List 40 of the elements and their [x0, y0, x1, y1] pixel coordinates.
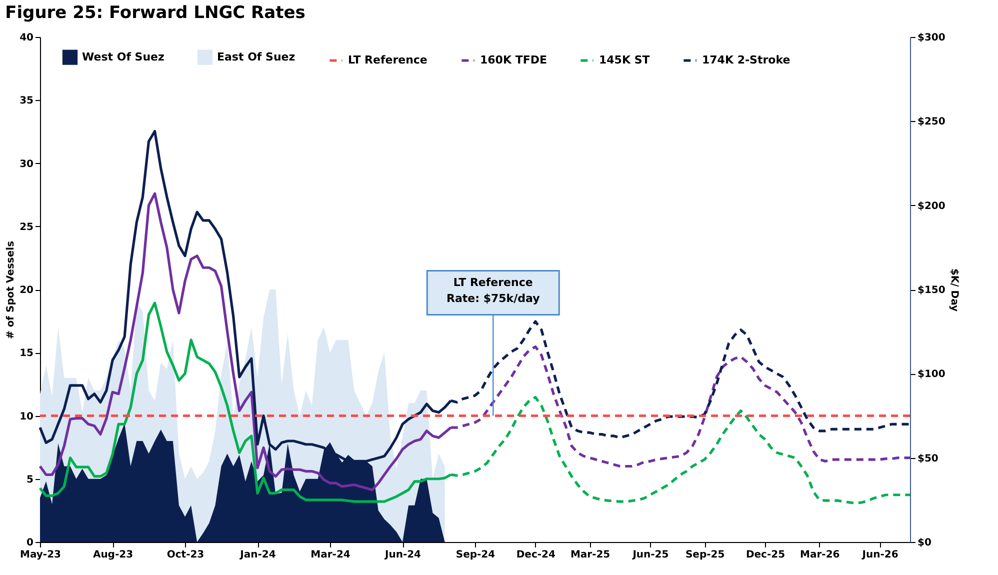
y-tick-label: 35 [20, 96, 34, 107]
y-axis-title: # of Spot Vessels [6, 240, 17, 340]
x-tick-label: Dec-24 [516, 550, 556, 560]
y2-tick-label: $200 [918, 200, 946, 212]
y2-tick-label: $100 [918, 369, 946, 380]
y-tick-label: 30 [20, 158, 34, 170]
y-tick-label: 20 [20, 285, 34, 296]
legend-label: East Of Suez [217, 50, 296, 64]
y-tick-label: 15 [20, 348, 34, 360]
y2-axis-title: $K/ Day [948, 268, 960, 312]
y-tick-label: 0 [26, 538, 34, 548]
legend-label: LT Reference [348, 54, 428, 66]
legend-label: 160K TFDE [480, 54, 547, 66]
x-tick-label: Jan-24 [239, 550, 276, 560]
annotation: LT Reference Rate: $75k/day [446, 276, 540, 305]
y-tick-label: 10 [20, 411, 34, 422]
x-tick-label: Sep-25 [685, 550, 725, 560]
y-tick-label: 25 [20, 222, 34, 233]
x-tick-label: Jun-26 [861, 550, 898, 560]
y2-tick-label: $250 [918, 116, 946, 128]
x-tick-label: May-23 [20, 550, 62, 560]
legend-label: 174K 2-Stroke [702, 54, 790, 66]
legend-label: West Of Suez [82, 50, 164, 64]
x-tick-label: Jun-24 [384, 550, 422, 560]
x-tick-label: Mar-24 [310, 550, 350, 560]
legend-label: 145K ST [599, 54, 650, 66]
y2-tick-label: $150 [918, 285, 946, 296]
x-tick-label: Mar-25 [570, 550, 610, 560]
y2-tick-label: $300 [918, 32, 946, 44]
y2-tick-label: $0 [918, 538, 932, 548]
y-tick-label: 5 [26, 474, 34, 486]
x-tick-label: Aug-23 [92, 550, 134, 560]
chart-title: Figure 25: Forward LNGC Rates [5, 3, 306, 23]
x-tick-label: Jun-25 [632, 550, 669, 560]
y-tick-label: 40 [20, 32, 34, 44]
x-tick-label: Sep-24 [456, 550, 496, 560]
x-tick-label: Oct-23 [166, 550, 204, 560]
y2-tick-label: $50 [918, 453, 938, 464]
x-tick-label: Mar-26 [800, 550, 840, 560]
x-tick-label: Dec-25 [746, 550, 786, 560]
